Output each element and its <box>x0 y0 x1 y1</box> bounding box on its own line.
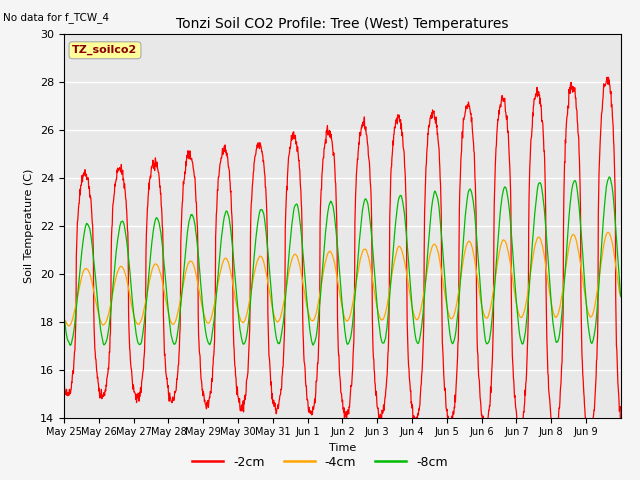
-2cm <box>474 349 481 355</box>
-4cm <box>474 278 482 284</box>
-4cm <box>317 280 325 286</box>
X-axis label: Time: Time <box>329 443 356 453</box>
Legend: -2cm, -4cm, -8cm: -2cm, -4cm, -8cm <box>187 451 453 474</box>
-8cm <box>611 206 618 212</box>
-2cm <box>603 74 611 80</box>
Line: -2cm: -2cm <box>64 77 621 437</box>
-2cm <box>328 137 335 143</box>
-4cm <box>65 323 72 329</box>
-2cm <box>611 156 618 162</box>
-2cm <box>317 186 325 192</box>
-4cm <box>328 252 336 257</box>
-4cm <box>611 252 618 258</box>
Line: -8cm: -8cm <box>64 177 621 345</box>
-2cm <box>556 405 563 410</box>
-2cm <box>617 416 625 422</box>
-2cm <box>587 434 595 440</box>
-4cm <box>148 269 156 275</box>
Text: No data for f_TCW_4: No data for f_TCW_4 <box>3 12 109 23</box>
-8cm <box>317 278 325 284</box>
-8cm <box>67 342 74 348</box>
Y-axis label: Soil Temperature (C): Soil Temperature (C) <box>24 168 35 283</box>
-8cm <box>556 332 563 337</box>
-8cm <box>60 316 68 322</box>
Title: Tonzi Soil CO2 Profile: Tree (West) Temperatures: Tonzi Soil CO2 Profile: Tree (West) Temp… <box>176 17 509 31</box>
-8cm <box>474 252 482 258</box>
-4cm <box>617 293 625 299</box>
Text: TZ_soilco2: TZ_soilco2 <box>72 45 138 55</box>
-8cm <box>328 201 336 206</box>
-2cm <box>60 382 68 388</box>
-2cm <box>147 169 155 175</box>
-8cm <box>605 174 613 180</box>
-8cm <box>617 294 625 300</box>
-8cm <box>148 243 156 249</box>
Line: -4cm: -4cm <box>64 232 621 326</box>
-4cm <box>60 317 68 323</box>
-4cm <box>556 306 563 312</box>
-4cm <box>604 229 612 235</box>
